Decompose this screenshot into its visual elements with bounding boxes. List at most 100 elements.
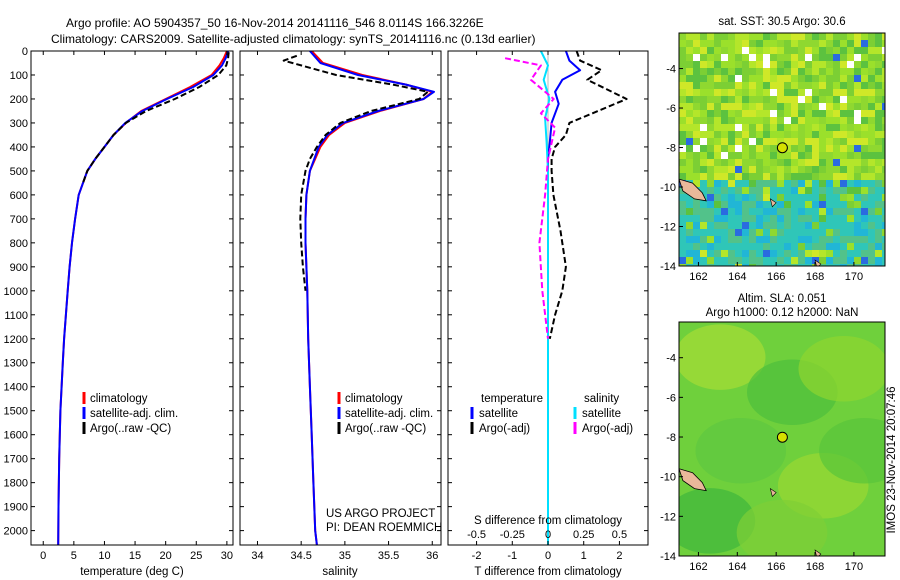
sst-map-cell [805, 96, 812, 103]
sst-map-cell [847, 117, 854, 124]
sst-map-land-island [679, 178, 707, 202]
sst-map-cell [826, 229, 833, 236]
sst-map-cell [840, 40, 847, 47]
sst-map-cell [812, 40, 819, 47]
sst-map-cell [721, 33, 728, 40]
sst-map-cell [756, 61, 763, 68]
sst-map-cell [812, 208, 819, 215]
temperature-x-tick-label: 25 [190, 550, 202, 562]
salinity-axes: 34 34.5 35 35.5 36 [240, 50, 441, 562]
sst-map-cell [819, 222, 826, 229]
sst-map-cell [770, 257, 777, 264]
sst-map-cell [777, 68, 784, 75]
sst-map-cell [700, 243, 707, 250]
temperature-x-tick-label: 20 [160, 550, 172, 562]
sst-map-cell [812, 131, 819, 138]
sst-map-cell [791, 236, 798, 243]
sst-map-cell [875, 54, 882, 61]
sst-map-cell [770, 145, 777, 152]
depth-tick-label: 1200 [4, 334, 28, 346]
sst-map-cell [700, 124, 707, 131]
sst-map-cell [742, 173, 749, 180]
sst-map-cell [756, 82, 763, 89]
sst-map-cell [861, 166, 868, 173]
legend-label-argo-adj-salinity: Argo(-adj) [582, 423, 633, 435]
sst-map-cell [707, 201, 714, 208]
salinity-x-tick-label: 35 [339, 550, 351, 562]
sst-map-cell [742, 145, 749, 152]
sst-map-cell [784, 236, 791, 243]
sst-map-cell [840, 152, 847, 159]
sst-map-cell [770, 264, 777, 266]
sst-map-cell [721, 201, 728, 208]
sst-map-cell [875, 89, 882, 96]
sst-map-cell [756, 68, 763, 75]
sst-map-cell [763, 138, 770, 145]
sst-map-cell [721, 243, 728, 250]
sst-map-cell [721, 159, 728, 166]
sst-map-cell [854, 82, 861, 89]
sst-map-cell [819, 250, 826, 257]
sla-map-panel: Altim. SLA: 0.051 Argo h1000: 0.12 h2000… [660, 293, 886, 573]
sla-map-lat-label: -14 [660, 551, 676, 563]
temperature-series-climatology [57, 51, 228, 545]
sla-map-land-islet [814, 549, 822, 556]
sst-map-cell [805, 215, 812, 222]
sst-map-cell [735, 61, 742, 68]
sst-map-cell [833, 208, 840, 215]
sst-map-cell [847, 40, 854, 47]
sst-map-cell [868, 257, 875, 264]
sst-map-cell [882, 215, 885, 222]
sst-map-cell [763, 208, 770, 215]
sst-map-cell [777, 33, 784, 40]
temperature-series-argo-raw-qc [82, 52, 230, 184]
sst-map-cell [840, 215, 847, 222]
sst-map-cell [686, 264, 693, 266]
sst-map-cell [882, 180, 885, 187]
sst-map-cell [868, 40, 875, 47]
sst-map-cell [861, 138, 868, 145]
sst-map-cell [805, 201, 812, 208]
sst-map-cell [714, 40, 721, 47]
sst-map-cell [714, 68, 721, 75]
sst-map-cell [882, 54, 885, 61]
sla-map-lon-label: 164 [728, 561, 746, 573]
sst-map-cell [826, 110, 833, 117]
sst-map-cell [700, 264, 707, 266]
sst-map-cell [847, 152, 854, 159]
sst-map-cell [728, 145, 735, 152]
sst-map-cell [882, 257, 885, 264]
sst-map-cell [679, 96, 686, 103]
sst-map-cell [833, 96, 840, 103]
sst-map-cell [679, 152, 686, 159]
sst-map-cell [798, 180, 805, 187]
sst-map-cell [756, 47, 763, 54]
sst-map-lon-label: 168 [806, 271, 824, 283]
sst-map-cell [742, 229, 749, 236]
sst-map-cell [819, 180, 826, 187]
sst-map-cell [693, 257, 700, 264]
temperature-x-tick-label: 30 [221, 550, 233, 562]
sst-map-cell [707, 138, 714, 145]
sst-map-cell [812, 173, 819, 180]
sst-map-cell [812, 117, 819, 124]
sst-map-cell [742, 222, 749, 229]
sst-map-cell [854, 40, 861, 47]
sst-map-cell [749, 159, 756, 166]
sst-map-cell [735, 33, 742, 40]
sst-map-cell [784, 152, 791, 159]
sst-map-cell [679, 257, 686, 264]
sst-map-cell [875, 194, 882, 201]
sst-map-cell [882, 61, 885, 68]
sst-map-cell [861, 173, 868, 180]
sst-map-cell [756, 152, 763, 159]
sst-map-cell [840, 89, 847, 96]
sst-map-cell [763, 96, 770, 103]
sst-map-cell [679, 236, 686, 243]
difference-x-tick-label: 0 [545, 550, 551, 562]
sst-map-cell [882, 96, 885, 103]
sst-map-cell [847, 173, 854, 180]
sst-map-cell [714, 103, 721, 110]
sst-map-cell [840, 103, 847, 110]
sst-map-cell [840, 250, 847, 257]
